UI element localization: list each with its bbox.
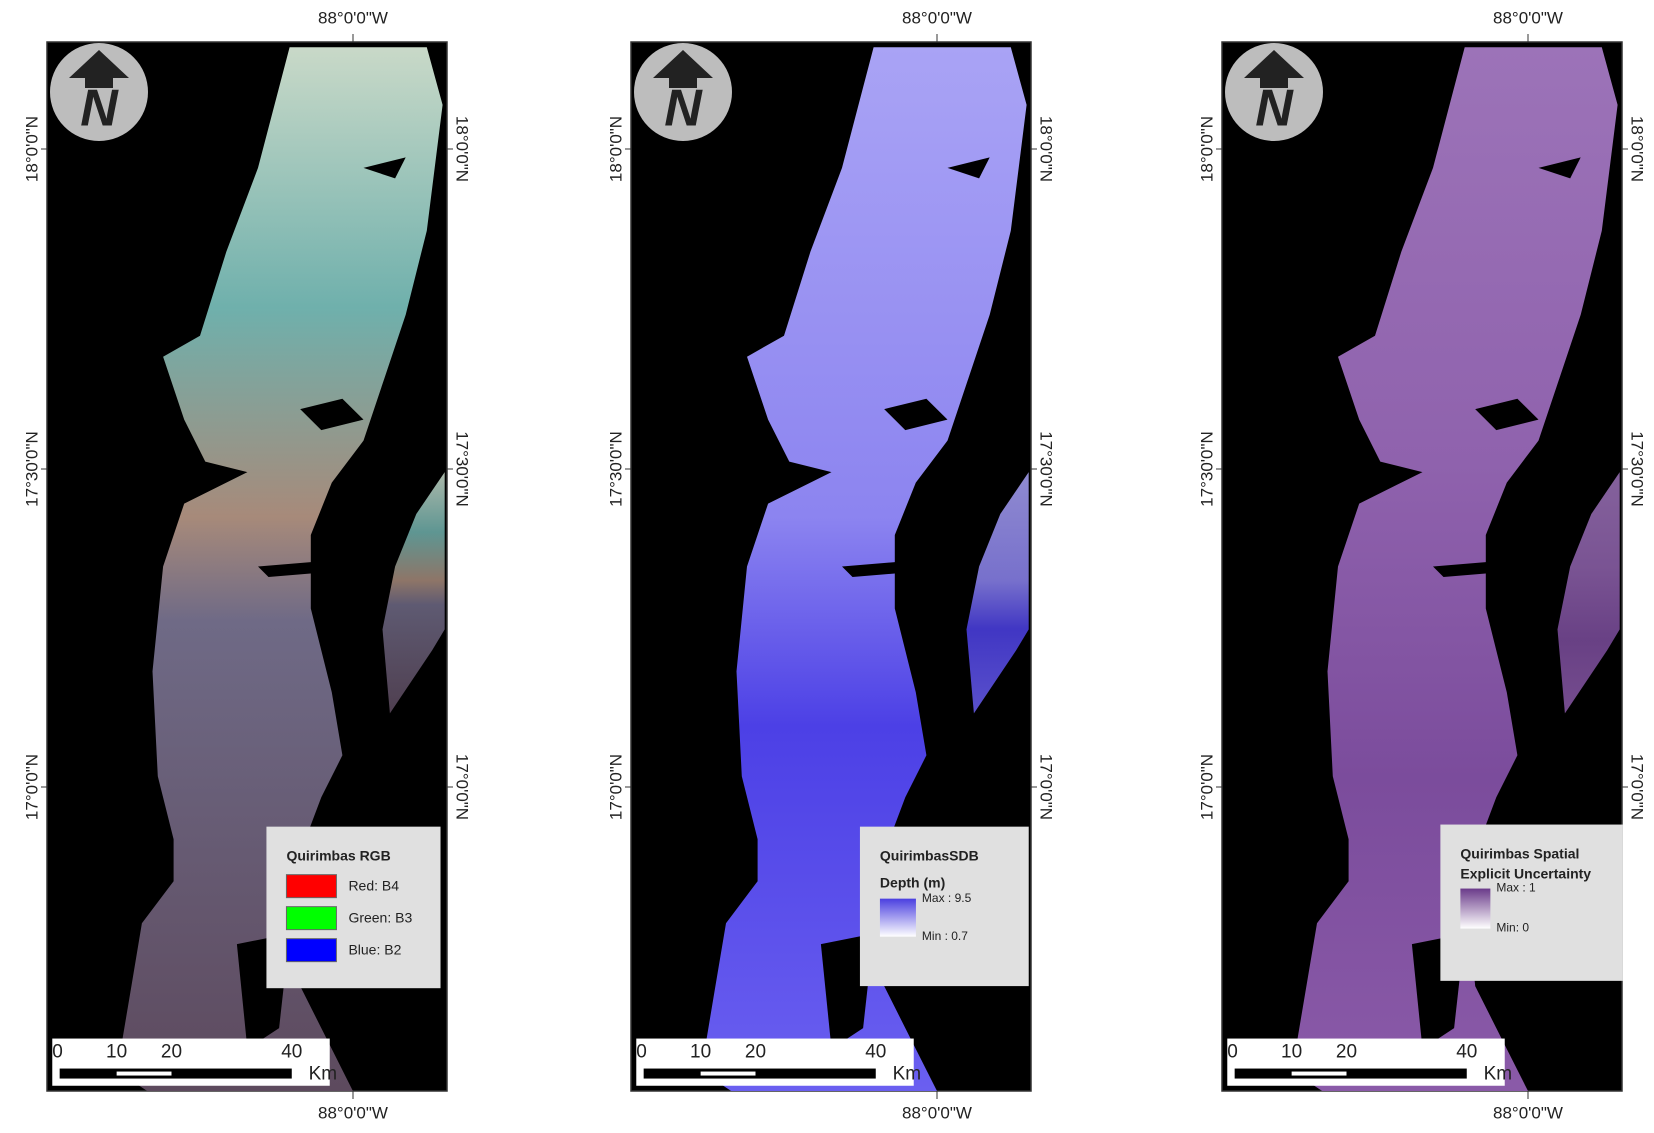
latitude-label: 18°0'0"N	[1197, 116, 1216, 182]
legend-subtitle: Depth (m)	[880, 874, 945, 890]
legend-swatch	[286, 907, 336, 930]
legend-min: Min : 0.7	[922, 929, 968, 943]
north-label: N	[1255, 80, 1294, 138]
legend-max: Max : 1	[1496, 881, 1536, 895]
scale-bar	[1235, 1069, 1467, 1079]
legend-title: Quirimbas Spatial	[1460, 845, 1579, 861]
latitude-label: 17°0'0"N	[1037, 754, 1056, 820]
scale-unit: Km	[1484, 1064, 1513, 1085]
latitude-label: 17°0'0"N	[453, 754, 472, 820]
latitude-label: 17°30'0"N	[22, 431, 41, 507]
latitude-label: 17°30'0"N	[606, 431, 625, 507]
latitude-label: 18°0'0"N	[1037, 116, 1056, 182]
legend-ramp	[880, 899, 916, 937]
scale-label: 0	[52, 1042, 63, 1063]
map-panel: N 88°0'0"W 88°0'0"W 18°0'0"N 18°0'0"N 17°30'0…	[606, 8, 1055, 1122]
latitude-label: 17°0'0"N	[1628, 754, 1647, 820]
latitude-label: 18°0'0"N	[22, 116, 41, 182]
scale-bar-segment	[701, 1072, 756, 1076]
scale-label: 10	[1281, 1042, 1302, 1063]
meridian-label: 88°0'0"W	[1493, 1103, 1563, 1122]
scale-label: 10	[106, 1042, 127, 1063]
latitude-label: 17°30'0"N	[1037, 431, 1056, 507]
legend-label: Blue: B2	[348, 941, 401, 957]
meridian-label: 88°0'0"W	[318, 1103, 388, 1122]
legend-min: Min: 0	[1496, 921, 1529, 935]
meridian-label: 88°0'0"W	[902, 8, 972, 27]
scale-label: 40	[1456, 1042, 1477, 1063]
scale-bar	[644, 1069, 876, 1079]
map-panel: N 88°0'0"W 88°0'0"W 18°0'0"N 18°0'0"N 17°30'0…	[1197, 8, 1646, 1122]
scale-label: 20	[161, 1042, 182, 1063]
scale-bar	[60, 1069, 292, 1079]
latitude-label: 17°0'0"N	[606, 754, 625, 820]
scale-label: 40	[281, 1042, 302, 1063]
figure: N 88°0'0"W 88°0'0"W 18°0'0"N 18°0'0"N 17°30'0…	[0, 0, 1654, 1133]
legend-title: QuirimbasSDB	[880, 847, 979, 863]
north-label: N	[80, 80, 119, 138]
legend-label: Red: B4	[348, 877, 399, 893]
map-panel: N 88°0'0"W 88°0'0"W 18°0'0"N 18°0'0"N 17°30'0…	[22, 8, 471, 1122]
scale-unit: Km	[309, 1064, 338, 1085]
scale-label: 10	[690, 1042, 711, 1063]
legend-swatch	[286, 875, 336, 898]
latitude-label: 18°0'0"N	[453, 116, 472, 182]
scale-label: 20	[1336, 1042, 1357, 1063]
legend-label: Green: B3	[348, 909, 412, 925]
latitude-label: 17°0'0"N	[1197, 754, 1216, 820]
latitude-label: 17°30'0"N	[1197, 431, 1216, 507]
legend-ramp	[1460, 889, 1490, 929]
north-label: N	[664, 80, 703, 138]
scale-label: 40	[865, 1042, 886, 1063]
scale-bar-segment	[117, 1072, 172, 1076]
latitude-label: 17°0'0"N	[22, 754, 41, 820]
meridian-label: 88°0'0"W	[1493, 8, 1563, 27]
scale-label: 20	[745, 1042, 766, 1063]
latitude-label: 18°0'0"N	[1628, 116, 1647, 182]
legend-max: Max : 9.5	[922, 891, 972, 905]
latitude-label: 17°30'0"N	[453, 431, 472, 507]
scale-label: 0	[636, 1042, 647, 1063]
legend-subtitle: Explicit Uncertainty	[1460, 865, 1591, 881]
legend-swatch	[286, 939, 336, 962]
scale-label: 0	[1227, 1042, 1238, 1063]
latitude-label: 17°30'0"N	[1628, 431, 1647, 507]
scale-bar-segment	[1292, 1072, 1347, 1076]
latitude-label: 18°0'0"N	[606, 116, 625, 182]
scale-unit: Km	[893, 1064, 922, 1085]
meridian-label: 88°0'0"W	[902, 1103, 972, 1122]
meridian-label: 88°0'0"W	[318, 8, 388, 27]
legend-title: Quirimbas RGB	[286, 847, 390, 863]
